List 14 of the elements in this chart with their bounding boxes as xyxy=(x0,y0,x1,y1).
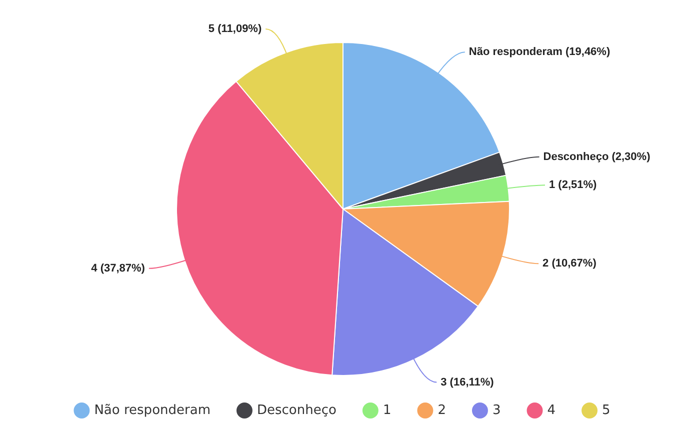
data-label: 2 (10,67%) xyxy=(542,258,597,270)
legend-label: 1 xyxy=(382,402,392,418)
data-label: Não responderam (19,46%) xyxy=(468,46,610,58)
legend-label: Não responderam xyxy=(94,402,210,418)
data-label: 1 (2,51%) xyxy=(549,179,598,192)
legend-label: Desconheço xyxy=(256,402,336,418)
legend-label: 5 xyxy=(602,402,610,418)
data-label: 5 (11,09%) xyxy=(208,23,262,36)
legend-label: 3 xyxy=(492,402,501,418)
legend-label: 2 xyxy=(438,402,446,418)
data-label: 3 (16,11%) xyxy=(440,376,494,388)
legend-label: 4 xyxy=(547,402,556,418)
data-label: Desconheço (2,30%) xyxy=(543,150,651,163)
data-label: 4 (37,87%) xyxy=(91,262,146,274)
